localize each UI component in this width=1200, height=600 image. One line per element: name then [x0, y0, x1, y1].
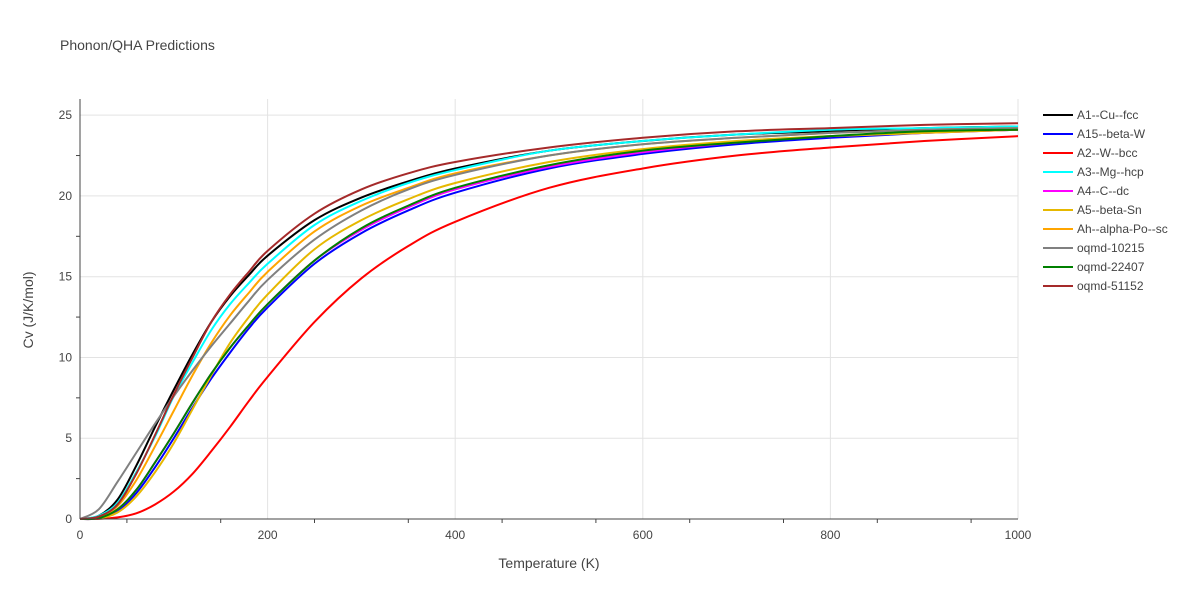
chart-title: Phonon/QHA Predictions: [60, 37, 215, 53]
x-tick-label: 200: [258, 528, 278, 542]
y-tick-label: 5: [65, 431, 72, 445]
legend-label[interactable]: A5--beta-Sn: [1077, 203, 1142, 217]
x-tick-label: 400: [445, 528, 465, 542]
series-line-ah-alpha-po-sc: [79, 127, 1019, 520]
series-line-a3-mg-hcp: [79, 125, 1019, 520]
tick-labels: 0 200 400 600 800 1000 0 5 10 15 20 25: [59, 108, 1032, 542]
x-axis-title: Temperature (K): [498, 555, 599, 571]
y-tick-label: 0: [65, 512, 72, 526]
series-line-a5-beta-sn: [79, 128, 1019, 521]
legend-label[interactable]: A1--Cu--fcc: [1077, 108, 1138, 122]
series-line-a1-cu-fcc: [79, 125, 1019, 520]
legend-label[interactable]: A4--C--dc: [1077, 184, 1129, 198]
y-axis-title: Cv (J/K/mol): [20, 272, 36, 349]
x-tick-label: 1000: [1005, 528, 1032, 542]
legend-label[interactable]: oqmd-22407: [1077, 260, 1145, 274]
x-tick-label: 800: [820, 528, 840, 542]
y-tick-label: 15: [59, 270, 73, 284]
series-line-a15-beta-w: [79, 128, 1019, 521]
y-tick-label: 25: [59, 108, 73, 122]
legend: A1--Cu--fcc A15--beta-W A2--W--bcc A3--Mg--…: [1043, 108, 1168, 293]
legend-label[interactable]: A2--W--bcc: [1077, 146, 1137, 160]
legend-label[interactable]: A3--Mg--hcp: [1077, 165, 1144, 179]
series-line-oqmd-10215: [79, 127, 1019, 520]
series-line-oqmd-22407: [79, 128, 1019, 521]
legend-label[interactable]: Ah--alpha-Po--sc: [1077, 222, 1168, 236]
series-line-oqmd-51152: [79, 122, 1019, 520]
x-tick-label: 600: [633, 528, 653, 542]
legend-label[interactable]: oqmd-10215: [1077, 241, 1145, 255]
legend-label[interactable]: oqmd-51152: [1077, 279, 1144, 293]
legend-label[interactable]: A15--beta-W: [1077, 127, 1146, 141]
x-tick-label: 0: [77, 528, 84, 542]
axes: [76, 99, 1018, 523]
series-line-a2-w-bcc: [79, 135, 1019, 521]
y-tick-label: 20: [59, 189, 73, 203]
series-lines: [79, 122, 1019, 521]
y-tick-label: 10: [59, 350, 73, 364]
